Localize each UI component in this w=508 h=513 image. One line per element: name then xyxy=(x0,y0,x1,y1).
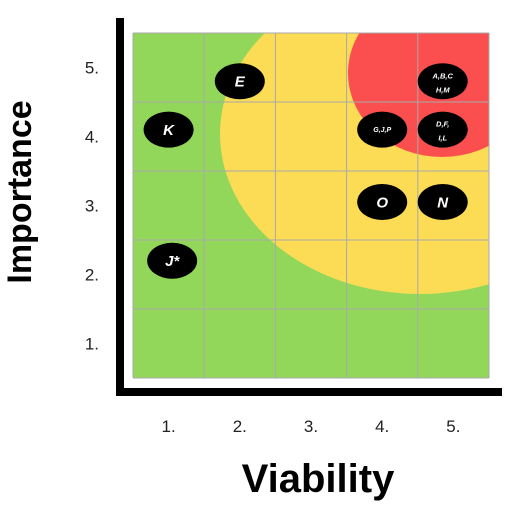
x-tick-label: 2. xyxy=(233,417,247,436)
x-tick-label: 1. xyxy=(162,417,176,436)
data-point-bubble xyxy=(214,63,265,100)
data-point-bubble xyxy=(143,111,194,148)
x-tick-label: 3. xyxy=(304,417,318,436)
data-point-bubble xyxy=(357,184,408,221)
y-tick-labels: 1. 2. 3. 4. 5. xyxy=(85,59,99,354)
data-point: N xyxy=(417,184,468,221)
data-point-label: N xyxy=(437,194,449,211)
x-tick-labels: 1. 2. 3. 4. 5. xyxy=(162,417,461,436)
y-axis-label: Importance xyxy=(1,100,39,283)
x-axis-line xyxy=(116,388,502,396)
data-point-bubble xyxy=(417,111,468,148)
data-point: D,F, I,L xyxy=(417,111,468,148)
data-point-label: J* xyxy=(165,253,180,270)
data-point-label: A,B,C xyxy=(432,71,454,80)
data-point-bubble xyxy=(417,63,468,100)
data-point: J* xyxy=(147,242,198,279)
data-point: E xyxy=(214,63,265,100)
data-point-label: O xyxy=(376,194,388,211)
data-point-label: K xyxy=(163,122,175,139)
data-point-label: G,J,P xyxy=(373,127,391,134)
y-axis-line xyxy=(116,18,124,396)
gridlines xyxy=(132,32,490,379)
data-point-label: E xyxy=(235,74,246,91)
x-tick-label: 4. xyxy=(375,417,389,436)
x-tick-label: 5. xyxy=(446,417,460,436)
data-point-label: I,L xyxy=(438,134,447,143)
y-tick-label: 1. xyxy=(85,335,99,354)
data-point: G,J,P xyxy=(357,111,408,148)
y-tick-label: 5. xyxy=(85,59,99,78)
x-axis-label: Viability xyxy=(242,457,395,501)
y-tick-label: 2. xyxy=(85,266,99,285)
data-point-bubble xyxy=(417,184,468,221)
y-tick-label: 4. xyxy=(85,128,99,147)
data-point-bubble xyxy=(357,111,408,148)
data-point-label: H,M xyxy=(436,85,451,94)
data-point-bubble xyxy=(147,242,198,279)
data-point: K xyxy=(143,111,194,148)
y-tick-label: 3. xyxy=(85,197,99,216)
data-points: E K J* G,J,P O N A,B,C H,M D,F, I,L xyxy=(143,63,468,279)
axes xyxy=(116,18,502,396)
data-point-label: D,F, xyxy=(436,120,449,129)
data-point: A,B,C H,M xyxy=(417,63,468,100)
data-point: O xyxy=(357,184,408,221)
